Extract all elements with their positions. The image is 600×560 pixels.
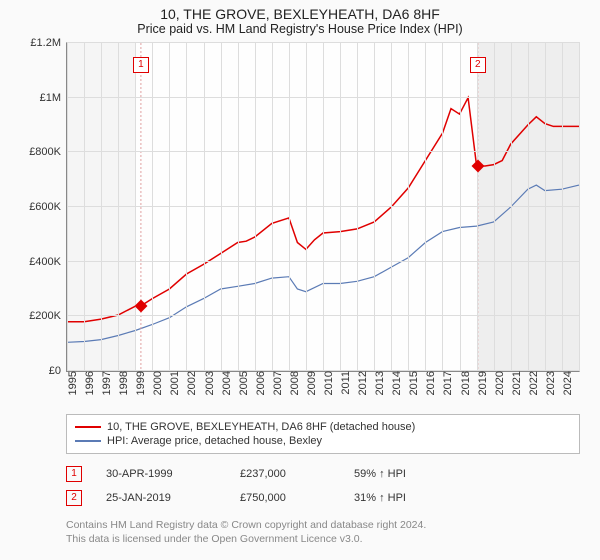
sales-delta: 31% ↑ HPI [354,492,454,504]
sales-price: £237,000 [240,468,330,480]
plot-area: £0£200K£400K£600K£800K£1M£1.2M1995199619… [66,42,580,372]
gridline-v [272,43,273,371]
y-tick-label: £400K [29,256,67,268]
gridline-v [425,43,426,371]
legend-item: HPI: Average price, detached house, Bexl… [75,434,571,448]
legend-label: HPI: Average price, detached house, Bexl… [107,435,322,447]
legend-item: 10, THE GROVE, BEXLEYHEATH, DA6 8HF (det… [75,420,571,434]
sales-marker: 1 [66,466,82,482]
gridline-v [306,43,307,371]
gridline-v [67,43,68,371]
gridline-v [340,43,341,371]
footer-line: This data is licensed under the Open Gov… [66,532,580,546]
legend-swatch [75,440,101,442]
chart: £0£200K£400K£600K£800K£1M£1.2M1995199619… [66,42,580,372]
y-tick-label: £800K [29,146,67,158]
gridline-v [186,43,187,371]
gridline-v [238,43,239,371]
gridline-v [477,43,478,371]
gridline-v [374,43,375,371]
sales-date: 25-JAN-2019 [106,492,216,504]
gridline-v [460,43,461,371]
sale-marker-label: 1 [133,57,149,73]
gridline-v [494,43,495,371]
page-subtitle: Price paid vs. HM Land Registry's House … [12,22,588,36]
y-tick-label: £1.2M [30,37,67,49]
gridline-v [221,43,222,371]
gridline-v [169,43,170,371]
sales-marker: 2 [66,490,82,506]
gridline-v [408,43,409,371]
legend-label: 10, THE GROVE, BEXLEYHEATH, DA6 8HF (det… [107,421,415,433]
sales-delta: 59% ↑ HPI [354,468,454,480]
sales-table: 1 30-APR-1999 £237,000 59% ↑ HPI 2 25-JAN-201… [66,462,580,510]
sale-marker-label: 2 [470,57,486,73]
gridline-v [528,43,529,371]
gridline-v [152,43,153,371]
gridline-v [357,43,358,371]
gridline-v [101,43,102,371]
gridline-v [391,43,392,371]
gridline-v [84,43,85,371]
page-title: 10, THE GROVE, BEXLEYHEATH, DA6 8HF [12,6,588,22]
gridline-v [204,43,205,371]
sales-row: 1 30-APR-1999 £237,000 59% ↑ HPI [66,462,580,486]
legend: 10, THE GROVE, BEXLEYHEATH, DA6 8HF (det… [66,414,580,454]
x-axis-labels [12,372,588,412]
footer-attribution: Contains HM Land Registry data © Crown c… [66,518,580,546]
legend-swatch [75,426,101,428]
gridline-v [511,43,512,371]
gridline-v [255,43,256,371]
sales-date: 30-APR-1999 [106,468,216,480]
sales-price: £750,000 [240,492,330,504]
y-tick-label: £600K [29,201,67,213]
gridline-v [545,43,546,371]
gridline-v [323,43,324,371]
y-tick-label: £200K [29,310,67,322]
gridline-v [442,43,443,371]
footer-line: Contains HM Land Registry data © Crown c… [66,518,580,532]
sales-row: 2 25-JAN-2019 £750,000 31% ↑ HPI [66,486,580,510]
gridline-v [289,43,290,371]
gridline-v [562,43,563,371]
y-tick-label: £1M [40,92,67,104]
gridline-v [135,43,136,371]
gridline-v [118,43,119,371]
